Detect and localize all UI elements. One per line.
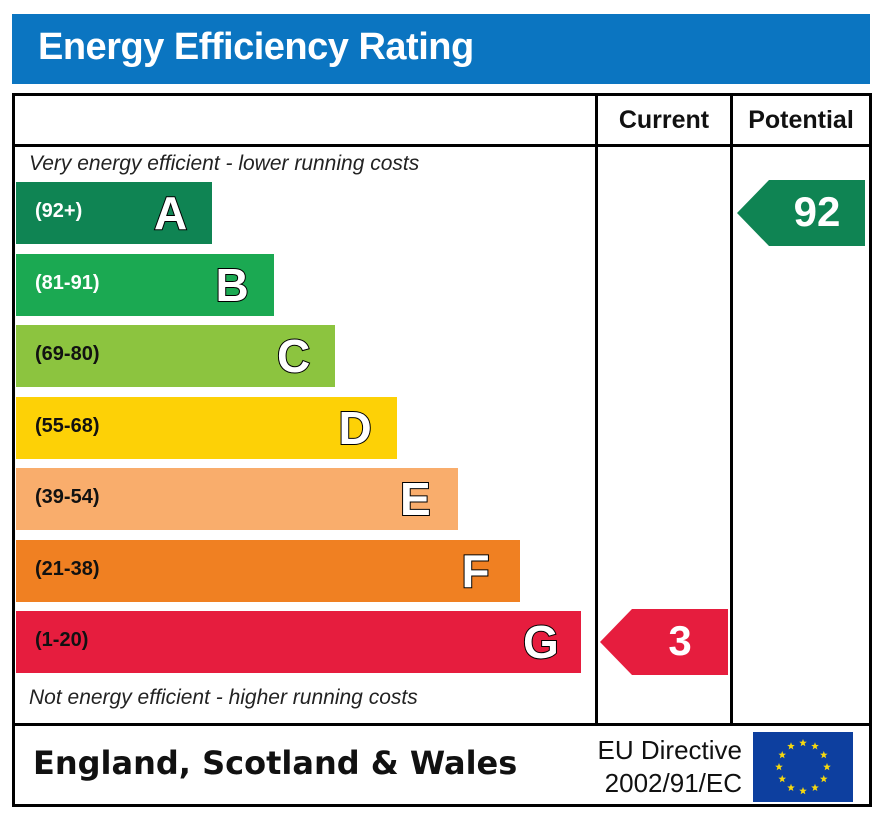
country-label: England, Scotland & Wales: [33, 744, 518, 782]
band-range-label: (21-38): [35, 557, 100, 580]
band-g: (1-20) G: [16, 611, 581, 673]
bottom-caption: Not energy efficient - higher running co…: [29, 686, 418, 709]
band-b: (81-91) B: [16, 253, 274, 316]
current-rating-arrow-shape: [600, 609, 728, 675]
band-a: (92+) A: [16, 182, 212, 244]
eu-flag-icon: [753, 732, 853, 802]
band-range-label: (69-80): [35, 343, 100, 365]
page-title: Energy Efficiency Rating: [38, 26, 474, 68]
current-column-header: Current: [618, 106, 710, 134]
divider-current: [595, 96, 598, 723]
top-caption: Very energy efficient - lower running co…: [29, 152, 420, 175]
directive-line2: 2002/91/EC: [604, 768, 742, 798]
band-letter: B: [214, 258, 249, 312]
potential-rating-arrow: 92: [737, 180, 865, 246]
band-letter: D: [337, 401, 372, 455]
band-range-label: (39-54): [35, 486, 100, 508]
divider-potential: [730, 96, 733, 723]
band-letter: E: [399, 472, 432, 526]
star-icon: [787, 783, 795, 792]
band-range-label: (55-68): [35, 414, 100, 437]
band-letter: C: [276, 329, 311, 383]
footer: England, Scotland & Wales EU Directive 2…: [15, 726, 869, 804]
potential-rating-arrow-shape: [737, 180, 865, 246]
band-range-label: (1-20): [35, 629, 89, 651]
star-icon: [823, 763, 831, 771]
star-icon: [799, 787, 807, 795]
header-divider: [15, 144, 869, 147]
band-letter: A: [153, 186, 188, 240]
band-letter: F: [460, 544, 490, 598]
star-icon: [778, 751, 787, 759]
band-c: (69-80) C: [16, 325, 335, 387]
star-icon: [778, 775, 787, 783]
star-icon: [819, 775, 828, 783]
rating-chart-frame: Current Potential Very energy efficient …: [12, 93, 872, 807]
eu-directive: EU Directive 2002/91/EC: [572, 734, 742, 800]
band-e: (39-54) E: [16, 468, 458, 530]
band-f: (21-38) F: [16, 539, 520, 602]
star-icon: [811, 742, 819, 750]
potential-column-header: Potential: [748, 106, 854, 134]
star-icon: [819, 751, 828, 759]
current-rating-arrow: 3: [600, 609, 728, 675]
star-icon: [775, 763, 783, 771]
band-d: (55-68) D: [16, 396, 397, 459]
title-bar: Energy Efficiency Rating: [12, 14, 870, 84]
star-icon: [787, 742, 795, 750]
potential-rating-arrow-value: 92: [793, 188, 841, 235]
star-icon: [811, 783, 819, 792]
directive-line1: EU Directive: [597, 735, 742, 765]
current-rating-arrow-value: 3: [668, 617, 692, 664]
band-letter: G: [522, 615, 560, 669]
footer-divider: [15, 723, 869, 726]
star-icon: [799, 739, 807, 747]
band-range-label: (92+): [35, 200, 83, 222]
band-range-label: (81-91): [35, 271, 100, 294]
